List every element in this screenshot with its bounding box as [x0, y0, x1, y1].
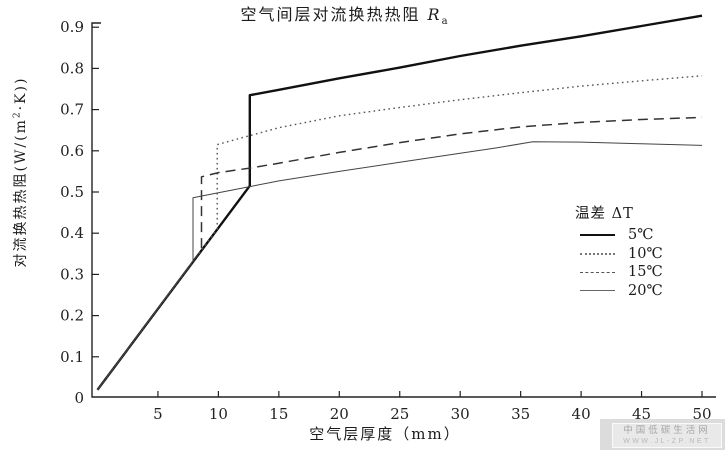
legend-item-label: 20℃	[628, 282, 663, 299]
y-tick-label: 0.7	[60, 101, 84, 119]
chart-title: 空气间层对流换热热阻 Ra	[95, 1, 595, 27]
x-tick-label: 5	[153, 405, 163, 423]
y-tick-label: 0	[74, 389, 84, 407]
legend-item-5c: 5℃	[580, 226, 663, 245]
watermark: 中国低碳生活网 WWW.JL-ZP.NET	[612, 423, 722, 448]
y-tick-label: 0.4	[60, 224, 84, 242]
y-tick-label: 0.8	[60, 59, 84, 77]
watermark-strip: 中国低碳生活网 WWW.JL-ZP.NET	[600, 419, 725, 450]
watermark-text: 中国低碳生活网	[623, 425, 711, 436]
series-line-0	[96, 14, 703, 391]
chart-title-subscript: a	[441, 16, 450, 28]
x-tick-label: 15	[269, 405, 288, 423]
x-tick-label: 20	[330, 405, 349, 423]
y-tick-label: 0.2	[60, 307, 84, 325]
x-tick-label: 35	[511, 405, 530, 423]
series-line-3	[97, 141, 703, 391]
legend: 温差 ΔT 5℃ 10℃ 15℃ 20℃	[563, 198, 663, 300]
watermark-url: WWW.JL-ZP.NET	[623, 438, 711, 445]
legend-item-10c: 10℃	[580, 245, 663, 264]
x-tick-label: 45	[632, 405, 651, 423]
y-tick-label: 0.5	[60, 183, 84, 201]
x-tick-label: 50	[692, 405, 711, 423]
y-tick-label: 0.3	[60, 265, 84, 283]
legend-item-label: 5℃	[628, 227, 654, 244]
legend-line-sample-solid-thin	[580, 290, 615, 292]
legend-line-sample-dotted	[580, 252, 615, 255]
legend-item-label: 10℃	[628, 245, 663, 262]
legend-item-15c: 15℃	[580, 263, 663, 282]
chart-title-text: 空气间层对流换热热阻	[240, 5, 428, 24]
legend-line-sample-solid-thick	[580, 234, 615, 237]
legend-item-20c: 20℃	[580, 282, 663, 301]
legend-item-label: 15℃	[628, 264, 663, 281]
y-axis-label: 对流换热热阻(W/(m2·K))	[12, 76, 29, 268]
series-line-1	[96, 75, 703, 391]
x-tick-label: 25	[390, 405, 409, 423]
x-axis-label: 空气层厚度（mm）	[309, 425, 461, 443]
legend-line-sample-dashed	[580, 271, 615, 273]
x-tick-label: 10	[209, 405, 228, 423]
y-tick-label: 0.9	[60, 18, 84, 36]
x-tick-label: 40	[572, 405, 591, 423]
legend-title: 温差 ΔT	[575, 206, 634, 222]
y-tick-label: 0.6	[60, 142, 84, 160]
series-line-2	[96, 116, 703, 391]
x-tick-label: 30	[451, 405, 470, 423]
axis-lines	[91, 22, 716, 398]
y-tick-label: 0.1	[60, 348, 84, 366]
chart-title-symbol: R	[427, 5, 442, 24]
